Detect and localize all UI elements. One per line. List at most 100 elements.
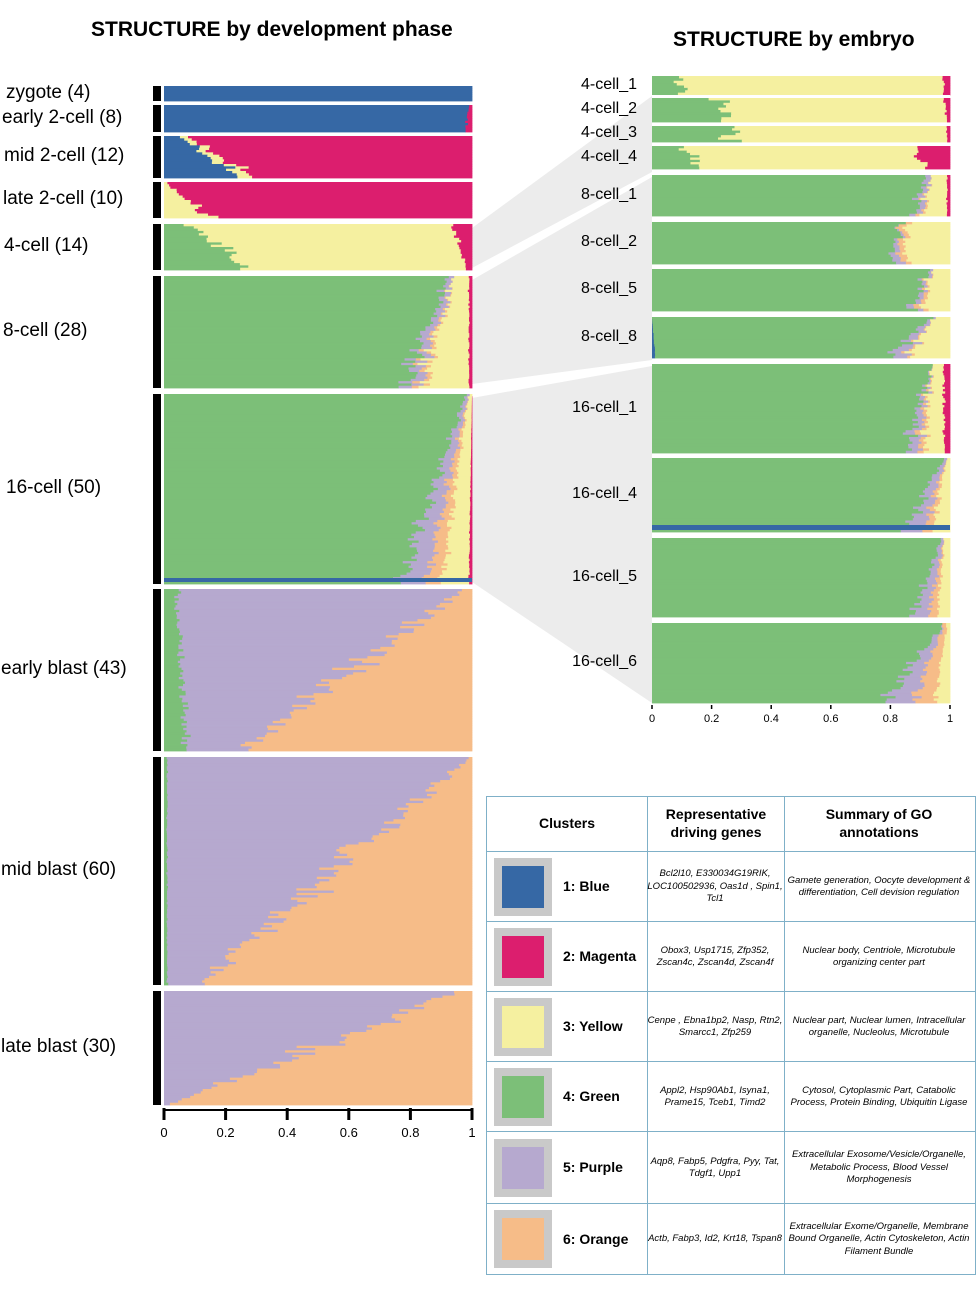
legend-row-green: 4: Green Appl2, Hsp90Ab1, Isyna1, Prame1… [487, 1061, 975, 1132]
embryo-bar-segment-orange [900, 257, 909, 260]
embryo-bar-segment-purple [905, 520, 927, 524]
phase-bar-segment-magenta [471, 435, 473, 438]
phase-bar-segment-yellow [210, 244, 460, 248]
phase-bar-segment-yellow [446, 567, 470, 571]
phase-bar-segment-magenta [469, 321, 473, 325]
phase-bar-segment-orange [424, 1006, 473, 1010]
embryo-bar-segment-purple [919, 600, 932, 604]
embryo-bar-segment-orange [898, 240, 906, 244]
phase-bar-segment-magenta [456, 233, 473, 236]
embryo-bar-segment-purple [920, 186, 927, 190]
embryo-bar-segment-orange [908, 348, 913, 352]
phase-bar-segment-yellow [465, 410, 473, 413]
embryo-bar-segment-yellow [902, 226, 951, 230]
phase-bar-segment-green [164, 780, 169, 783]
embryo-bar-segment-purple [931, 368, 933, 372]
phase-bar-segment-green [164, 533, 412, 537]
phase-bar-segment-orange [425, 789, 473, 792]
phase-bar-segment-yellow [451, 294, 470, 297]
phase-bar-segment-orange [389, 830, 473, 834]
phase-bar-segment-yellow [457, 458, 472, 461]
embryo-bar-segment-green [652, 450, 907, 454]
phase-bar-segment-yellow [432, 360, 470, 364]
embryo-bar-segment-yellow [942, 652, 951, 656]
phase-bar-segment-orange [229, 1077, 473, 1081]
phase-bar-segment-purple [430, 324, 439, 327]
phase-group-label: late blast (30) [1, 1036, 117, 1057]
phase-bar-segment-green [164, 646, 179, 650]
embryo-bar-segment-magenta [944, 379, 951, 383]
embryo-bar-segment-green [652, 366, 933, 369]
embryo-bar-segment-yellow [941, 657, 951, 660]
phase-bar-segment-orange [344, 1038, 473, 1042]
embryo-group-label: 4-cell_3 [580, 124, 637, 141]
embryo-bar-segment-green [652, 446, 909, 449]
orange-swatch [502, 1218, 544, 1260]
embryo-bar-segment-orange [936, 645, 944, 649]
embryo-bar-segment-green [652, 400, 924, 404]
embryo-bar-segment-purple [931, 639, 938, 642]
embryo-bar-segment-yellow [907, 254, 951, 258]
phase-bar-segment-purple [164, 1073, 255, 1076]
embryo-bar-segment-green [652, 229, 898, 232]
phase-bar-segment-orange [228, 952, 473, 956]
phase-bar-segment-green [164, 267, 241, 271]
embryo-bar-segment-magenta [943, 373, 951, 376]
phase-bar-segment-magenta [453, 235, 473, 239]
phase-bar-segment-purple [444, 455, 455, 459]
embryo-bar-segment-green [652, 409, 917, 413]
phase-bar-segment-green [164, 287, 447, 291]
embryo-bar-segment-orange [897, 243, 904, 246]
phase-bar-segment-orange [319, 881, 473, 885]
embryo-bar-segment-purple [918, 195, 926, 199]
embryo-bar-segment-green [652, 257, 894, 260]
phase-bar-segment-green [164, 803, 168, 806]
phase-bar-segment-magenta [469, 285, 473, 288]
phase-bar-segment-magenta [190, 202, 473, 205]
phase-bar-segment-green [164, 483, 432, 486]
phase-bar-segment-magenta [470, 487, 473, 491]
phase-bar-segment-blue [164, 168, 227, 172]
embryo-bar-segment-yellow [937, 600, 951, 604]
phase-bar-segment-blue [164, 123, 469, 126]
phase-bar-segment-purple [440, 462, 453, 466]
phase-bar-segment-purple [167, 975, 210, 979]
embryo-bar-segment-green [652, 411, 916, 415]
phase-bar-segment-green [164, 605, 176, 608]
phase-bar-segment-magenta [468, 328, 473, 332]
phase-bar-segment-orange [263, 922, 473, 926]
phase-bar-segment-purple [178, 665, 355, 669]
embryo-bar-segment-blue [652, 328, 654, 332]
embryo-bar-segment-yellow [939, 488, 951, 491]
phase-bar-segment-green [164, 632, 180, 636]
embryo-bar-segment-purple [919, 395, 926, 399]
phase-bar-segment-green [164, 362, 402, 366]
embryo-bar-segment-magenta [947, 200, 951, 203]
embryo-bar-segment-green [652, 612, 916, 616]
embryo-bar-segment-yellow [934, 691, 951, 695]
phase-bar-segment-purple [166, 814, 404, 818]
phase-bar-segment-purple [179, 695, 298, 699]
embryo-bar-segment-yellow [928, 292, 951, 296]
phase-bar-segment-purple [166, 915, 269, 919]
phase-bar-segment-yellow [164, 206, 199, 210]
phase-bar-segment-green [164, 922, 168, 926]
embryo-bar-segment-orange [934, 492, 940, 496]
phase-bar-segment-purple [167, 807, 398, 811]
phase-bar-segment-orange [403, 812, 473, 815]
embryo-bar-segment-purple [931, 476, 940, 480]
phase-bar-segment-orange [454, 460, 460, 464]
embryo-bar-segment-orange [918, 197, 921, 201]
phase-group-label: zygote (4) [6, 81, 91, 103]
x-tick-label: 0 [648, 713, 656, 725]
embryo-bar-segment-purple [943, 460, 947, 464]
phase-bar-segment-orange [236, 1079, 473, 1083]
phase-bar-segment-magenta [469, 296, 473, 300]
phase-bar-segment-purple [164, 1054, 293, 1058]
embryo-bar-segment-green [652, 107, 719, 111]
embryo-bar-segment-yellow [740, 130, 947, 134]
phase-bar-segment-orange [380, 646, 473, 650]
embryo-bar-segment-green [652, 250, 896, 253]
embryo-bar-segment-purple [895, 240, 900, 244]
embryo-bar-segment-orange [924, 682, 941, 686]
